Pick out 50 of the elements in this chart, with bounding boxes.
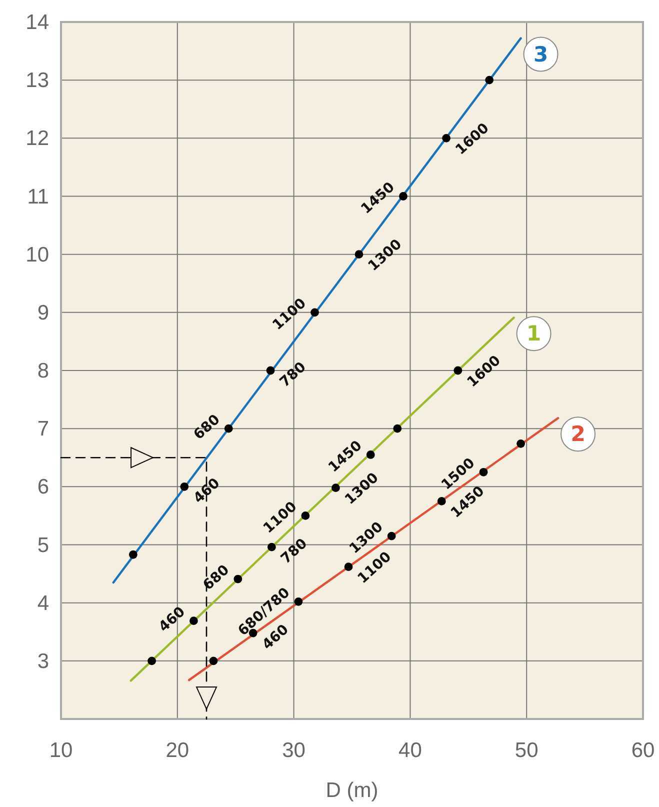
annotation: 460	[156, 604, 189, 636]
point	[354, 250, 364, 259]
point	[344, 562, 353, 572]
point	[437, 496, 446, 506]
y-tick-label: 14	[26, 11, 50, 34]
y-tick-label: 12	[26, 127, 49, 150]
series-label: 3	[533, 42, 548, 66]
series-label: 2	[570, 422, 586, 446]
point	[128, 550, 138, 559]
y-tick-label: 3	[37, 650, 49, 673]
x-tick-label: 60	[631, 739, 655, 762]
point	[310, 308, 319, 317]
point	[393, 424, 402, 433]
annotation: 680	[190, 412, 224, 444]
x-tick-label: 50	[514, 739, 538, 762]
point	[209, 656, 218, 666]
point	[399, 192, 408, 200]
annotation: 460	[190, 475, 224, 507]
y-tick-label: 10	[26, 243, 49, 266]
point	[454, 366, 462, 375]
point	[479, 468, 488, 476]
y-tick-label: 6	[37, 476, 49, 499]
point	[366, 450, 375, 459]
point	[180, 482, 189, 491]
x-tick-label: 20	[166, 739, 190, 762]
point	[234, 574, 242, 584]
x-axis-title: D (m)	[326, 779, 378, 802]
series-label: 1	[526, 322, 542, 346]
point	[224, 424, 233, 433]
point	[301, 512, 310, 520]
point	[266, 366, 275, 375]
x-tick-label: 40	[398, 739, 422, 762]
annotation: 680	[200, 562, 233, 594]
point	[516, 439, 525, 448]
point	[267, 542, 276, 552]
x-tick-label: 30	[282, 739, 306, 762]
point	[332, 484, 340, 492]
y-tick-label: 11	[27, 185, 49, 208]
point	[442, 134, 450, 142]
point	[189, 616, 198, 626]
point	[294, 597, 303, 606]
y-tick-label: 8	[37, 360, 49, 382]
y-tick-label: 13	[26, 69, 49, 92]
y-tick-label: 5	[37, 534, 49, 557]
point	[485, 76, 494, 84]
point	[148, 656, 156, 666]
y-tick-label: 9	[37, 301, 49, 324]
point	[387, 532, 396, 540]
y-tick-label: 7	[37, 418, 49, 441]
y-tick-label: 4	[37, 592, 50, 615]
